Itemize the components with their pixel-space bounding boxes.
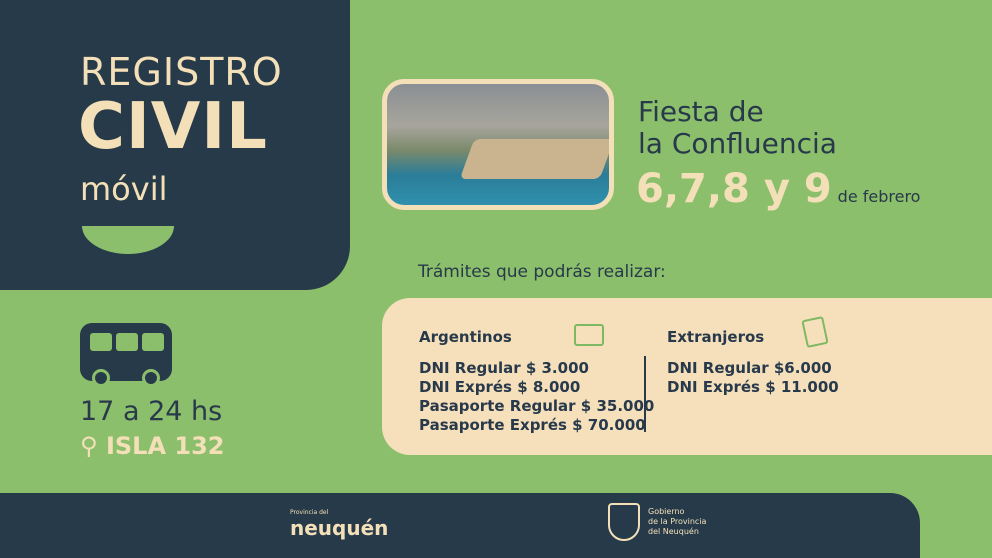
location-pin-icon: ⚲ — [80, 432, 106, 460]
gov-line: Gobierno — [648, 507, 685, 516]
price-item: Pasaporte Exprés $ 70.000 — [419, 416, 646, 434]
smile-logo-icon — [82, 226, 174, 254]
divider — [644, 356, 646, 432]
price-item: DNI Exprés $ 8.000 — [419, 378, 581, 396]
gov-line: de la Provincia — [648, 517, 707, 526]
extranjeros-title: Extranjeros — [667, 328, 765, 346]
coat-of-arms-icon — [608, 503, 640, 541]
price-item: DNI Regular $6.000 — [667, 359, 832, 377]
event-month: de febrero — [837, 187, 921, 206]
price-item: DNI Regular $ 3.000 — [419, 359, 589, 377]
hours: 17 a 24 hs — [80, 396, 223, 427]
argentinos-column: Argentinos DNI Regular $ 3.000 DNI Expré… — [419, 328, 654, 435]
location-text: ISLA 132 — [105, 432, 225, 460]
event-title: Fiesta de la Confluencia — [638, 96, 837, 160]
event-title-line2: la Confluencia — [638, 127, 837, 160]
event-days: 6,7,8 y 9 — [636, 166, 832, 212]
footer: Provincia del neuquén Gobierno de la Prov… — [0, 493, 920, 558]
logo-text: neuquén — [290, 516, 389, 540]
price-item: DNI Exprés $ 11.000 — [667, 378, 839, 396]
location: ⚲ ISLA 132 — [80, 432, 224, 460]
procedures-heading: Trámites que podrás realizar: — [418, 262, 666, 282]
id-card-icon — [574, 324, 604, 346]
procedures-box: Argentinos DNI Regular $ 3.000 DNI Expré… — [382, 298, 992, 455]
event-title-line1: Fiesta de — [638, 95, 764, 128]
gov-line: del Neuquén — [648, 527, 699, 536]
argentinos-title: Argentinos — [419, 328, 512, 346]
event-dates: 6,7,8 y 9 de febrero — [636, 166, 920, 212]
neuquen-logo: Provincia del neuquén — [290, 509, 388, 540]
price-item: Pasaporte Regular $ 35.000 — [419, 397, 655, 415]
government-logo: Gobierno de la Provincia del Neuquén — [608, 503, 706, 541]
passport-icon — [801, 316, 829, 348]
logo-small-text: Provincia del — [290, 509, 329, 516]
title-panel: REGISTRO CIVIL móvil — [0, 0, 350, 290]
extranjeros-column: Extranjeros DNI Regular $6.000 DNI Expré… — [667, 328, 839, 397]
title-civil: CIVIL — [78, 90, 268, 164]
aerial-photo — [382, 79, 614, 210]
title-registro: REGISTRO — [80, 50, 283, 94]
bus-icon — [80, 323, 172, 387]
title-movil: móvil — [80, 170, 168, 208]
